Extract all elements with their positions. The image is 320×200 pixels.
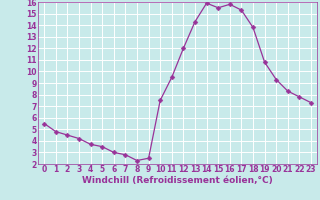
X-axis label: Windchill (Refroidissement éolien,°C): Windchill (Refroidissement éolien,°C) — [82, 176, 273, 185]
